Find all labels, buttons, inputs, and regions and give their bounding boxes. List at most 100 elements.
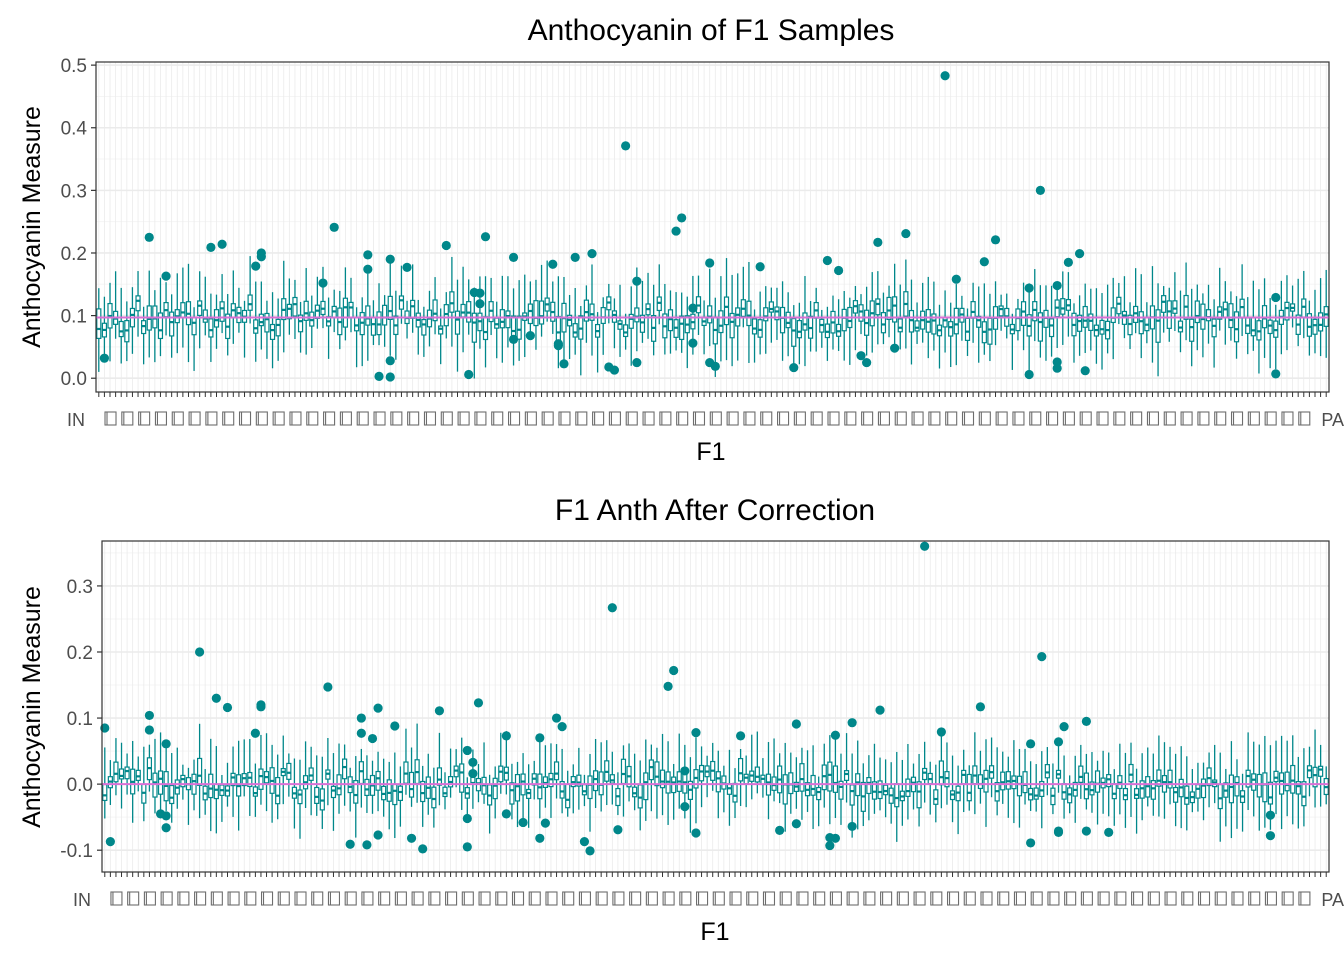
boxplot xyxy=(302,741,309,808)
x-tick-label xyxy=(1114,891,1127,906)
outliers xyxy=(100,541,1276,856)
outlier-point xyxy=(847,821,857,832)
outlier-point xyxy=(385,356,395,366)
outlier-point xyxy=(671,226,681,236)
y-tick-label: 0.1 xyxy=(61,307,87,328)
outlier-point xyxy=(825,840,835,851)
outlier-point xyxy=(462,745,472,756)
outlier-point xyxy=(406,833,417,843)
boxplot xyxy=(866,755,872,821)
boxplot xyxy=(258,281,264,350)
outlier-point xyxy=(1053,827,1064,837)
outliers xyxy=(99,71,1281,382)
outlier-point xyxy=(632,357,642,368)
boxplot xyxy=(1184,756,1190,831)
boxplot xyxy=(1167,746,1173,805)
x-tick-label xyxy=(1164,891,1177,906)
x-tick-label xyxy=(1029,411,1042,426)
x-axis: IN PA xyxy=(67,392,1344,430)
boxplot xyxy=(1117,743,1123,815)
boxplot xyxy=(499,275,505,363)
outlier-point xyxy=(979,257,989,267)
x-tick-label xyxy=(793,411,806,426)
panel-border xyxy=(95,61,1330,393)
boxplot xyxy=(1211,299,1217,368)
outlier-point xyxy=(1271,292,1281,303)
x-tick-label xyxy=(810,411,823,426)
boxplot xyxy=(1173,753,1179,827)
x-tick-label xyxy=(1096,411,1109,426)
boxplot xyxy=(1067,775,1073,814)
boxplot xyxy=(665,741,671,825)
boxplot xyxy=(1290,735,1296,825)
outlier-point xyxy=(161,271,171,281)
boxplot xyxy=(1032,269,1038,342)
boxplot xyxy=(369,760,376,814)
outlier-point xyxy=(1052,363,1062,373)
outlier-point xyxy=(367,733,378,744)
boxplot xyxy=(819,309,825,348)
boxplot xyxy=(544,260,550,322)
y-axis-label: Anthocyanin Measure xyxy=(18,586,46,828)
x-tick-label xyxy=(625,411,638,426)
boxplot xyxy=(459,737,465,810)
boxplot xyxy=(632,753,638,811)
boxplot xyxy=(860,763,866,827)
x-tick-label xyxy=(760,411,773,426)
x-tick-label xyxy=(440,411,453,426)
outlier-point xyxy=(975,702,986,712)
boxplot xyxy=(565,770,571,817)
x-tick-label xyxy=(963,891,976,906)
x-tick-label xyxy=(507,411,521,426)
boxplot xyxy=(196,723,203,819)
outlier-point xyxy=(862,357,872,368)
boxplot xyxy=(695,275,702,335)
x-tick-label xyxy=(356,411,369,426)
boxplot xyxy=(542,745,549,808)
x-tick-label xyxy=(796,891,809,906)
x-tick-label xyxy=(1230,411,1244,426)
outlier-point xyxy=(613,825,623,835)
outlier-point xyxy=(847,718,857,728)
x-tick-label xyxy=(863,891,876,906)
boxplot xyxy=(492,766,498,819)
outlier-point xyxy=(1265,831,1276,841)
boxplot xyxy=(959,295,965,341)
x-axis: IN PA xyxy=(73,872,1344,910)
x-tick-label xyxy=(659,411,672,426)
x-tick-label xyxy=(726,411,739,426)
x-tick-label xyxy=(222,411,235,426)
boxplot xyxy=(1037,285,1043,358)
boxplot xyxy=(1099,293,1105,370)
boxplot xyxy=(858,294,864,335)
y-axis: -0.1 0.0 0.1 0.2 0.3 xyxy=(60,577,102,862)
boxplot xyxy=(715,750,721,819)
outlier-point xyxy=(680,801,690,812)
boxplot xyxy=(275,754,281,820)
x-tick-label xyxy=(138,411,151,426)
boxplot xyxy=(1133,768,1140,834)
outlier-point xyxy=(318,278,328,288)
boxplot xyxy=(454,279,461,372)
boxplot xyxy=(1267,298,1273,369)
outlier-point xyxy=(669,665,679,676)
x-tick-label xyxy=(1197,891,1211,906)
panel-border xyxy=(101,540,1330,873)
boxplot xyxy=(864,286,870,356)
boxplot xyxy=(481,742,487,804)
x-axis-label: F1 xyxy=(700,918,729,946)
boxplot xyxy=(258,734,264,805)
boxplot xyxy=(1228,741,1235,839)
outlier-point xyxy=(195,647,205,657)
outlier-point xyxy=(579,837,590,847)
x-tick-label xyxy=(1079,411,1092,426)
x-tick-label xyxy=(1248,891,1261,906)
outlier-point xyxy=(1063,257,1073,267)
outlier-point xyxy=(501,809,511,819)
x-tick-label xyxy=(1214,891,1227,906)
outlier-point xyxy=(548,259,558,269)
outlier-point xyxy=(356,713,366,723)
boxplot xyxy=(537,737,543,819)
outlier-point xyxy=(691,727,701,738)
boxplot xyxy=(905,743,911,820)
